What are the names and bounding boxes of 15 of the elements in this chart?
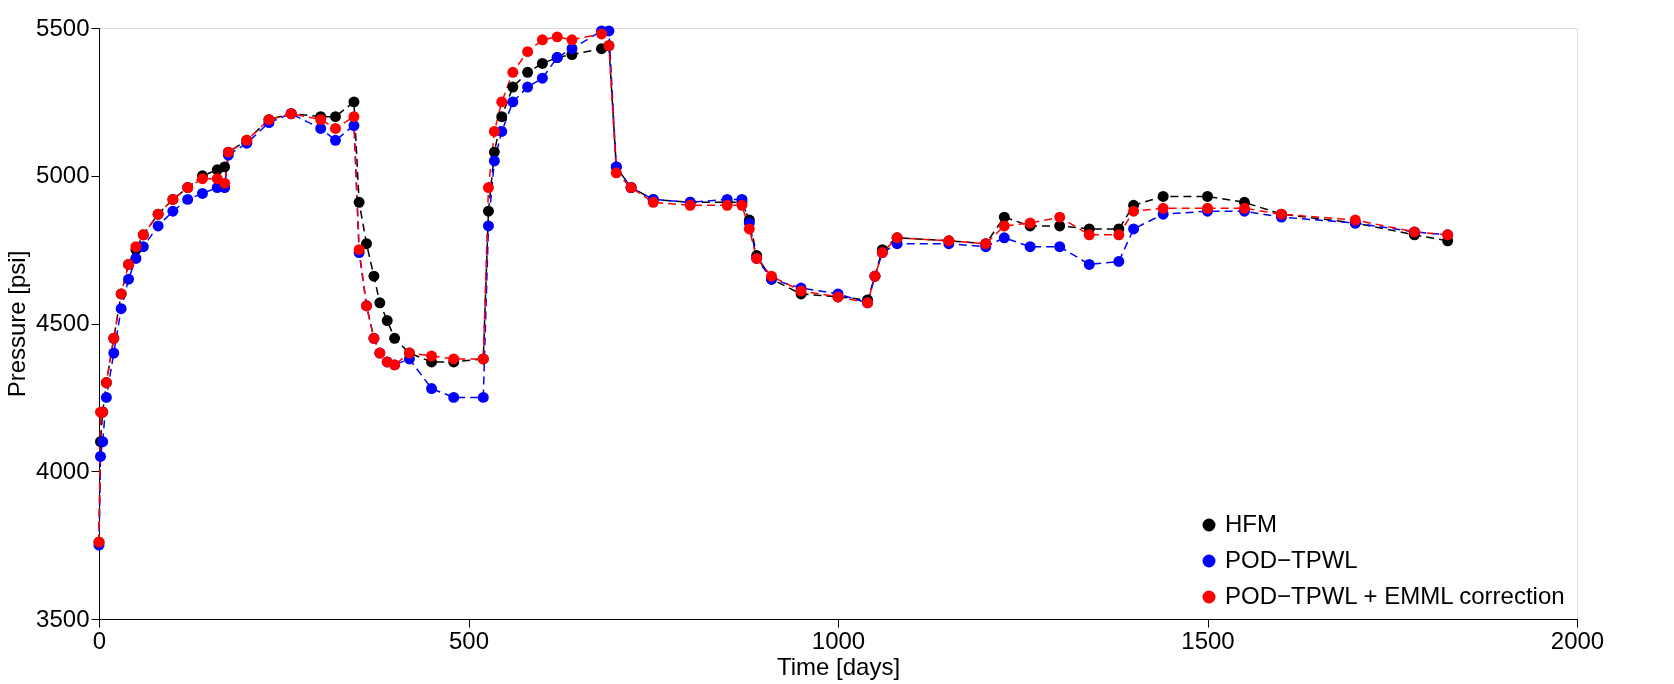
y-tick-label: 3500: [36, 604, 90, 632]
x-tick-label: 2000: [1550, 626, 1605, 654]
x-tick-label: 500: [448, 626, 490, 654]
legend-label: HFM: [1225, 510, 1277, 537]
x-tick-label: 0: [92, 626, 107, 654]
x-tick-label: 1500: [1181, 626, 1235, 654]
legend-label: POD−TPWL: [1225, 546, 1358, 573]
y-tick-label: 5500: [36, 13, 90, 41]
y-tick-label: 4500: [36, 309, 90, 336]
y-axis-title: Pressure [psi]: [3, 250, 31, 398]
y-tick-label: 4000: [36, 456, 90, 484]
x-tick-label: 1000: [811, 626, 866, 654]
x-axis-title: Time [days]: [776, 652, 901, 680]
legend-label: POD−TPWL + EMML correction: [1225, 582, 1565, 609]
y-tick-label: 5000: [36, 161, 90, 189]
